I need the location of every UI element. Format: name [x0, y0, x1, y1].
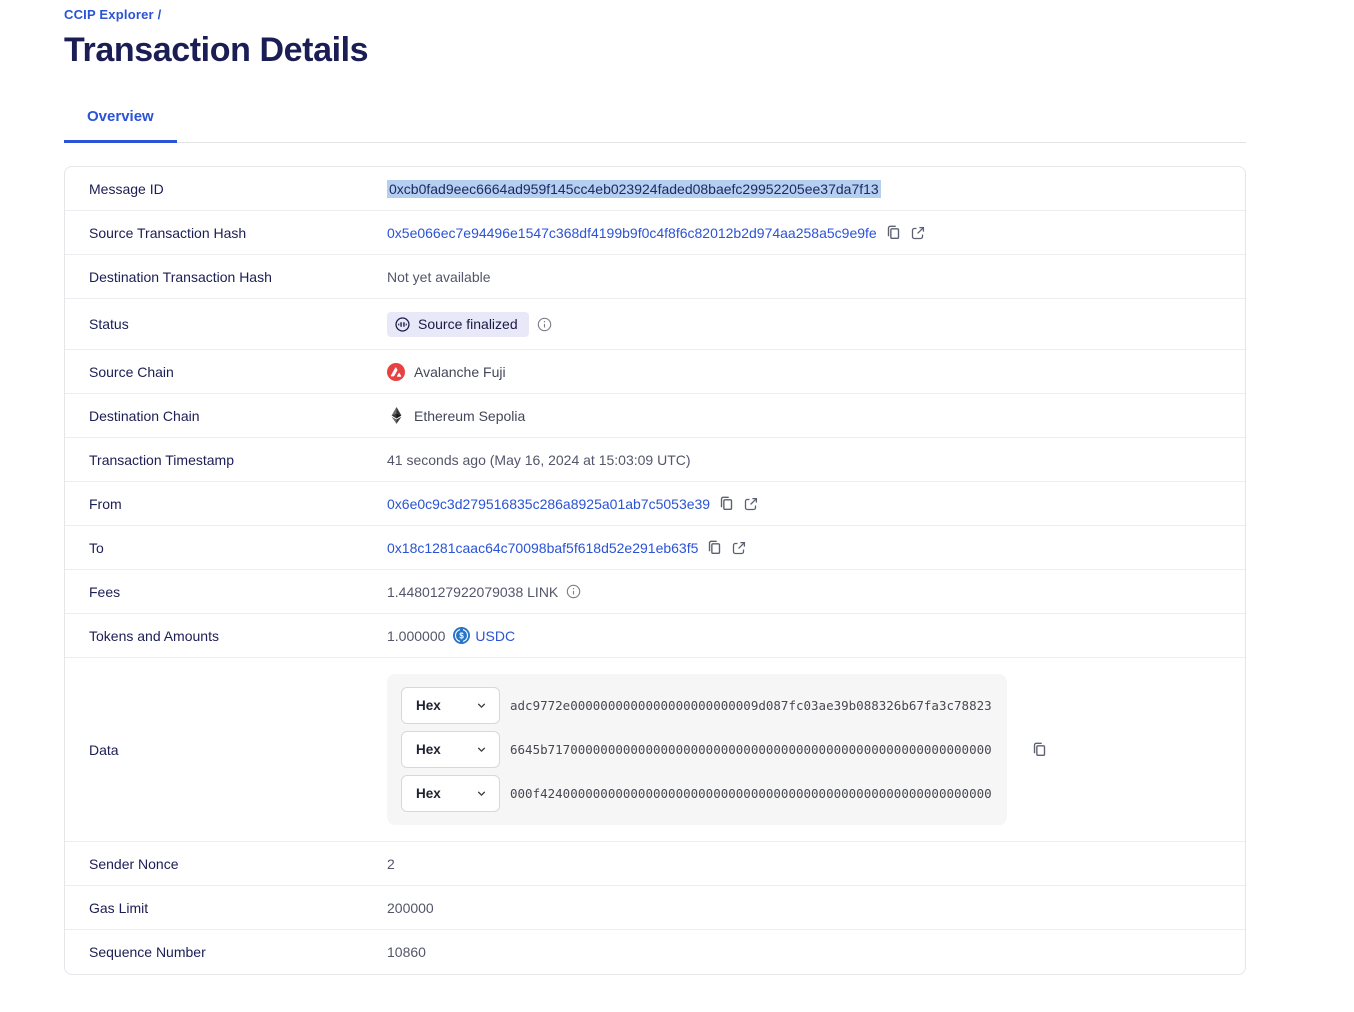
chevron-down-icon: [475, 787, 488, 800]
page-title: Transaction Details: [64, 31, 369, 69]
data-format-label: Hex: [416, 742, 441, 757]
chevron-down-icon: [475, 699, 488, 712]
info-icon[interactable]: [566, 584, 581, 599]
token-symbol: USDC: [475, 627, 516, 644]
svg-text:$: $: [460, 631, 465, 640]
row-label: Status: [89, 316, 129, 332]
data-hex-line: 000f424000000000000000000000000000000000…: [510, 786, 992, 801]
ethereum-sepolia-icon: [387, 407, 405, 424]
token-link-usdc[interactable]: $ USDC: [453, 627, 515, 644]
row-label: From: [89, 495, 122, 512]
row-label: Source Transaction Hash: [89, 224, 247, 241]
table-row-to: To 0x18c1281caac64c70098baf5f618d52e291e…: [65, 526, 1245, 570]
row-label: Fees: [89, 583, 121, 600]
table-row-source-chain: Source Chain Avalanche Fuji: [65, 350, 1245, 394]
usdc-token-icon: $: [453, 627, 471, 644]
token-amount: 1.000000: [387, 627, 446, 644]
transaction-details-page: CCIP Explorer / Transaction Details Over…: [64, 0, 1246, 975]
row-label: Destination Transaction Hash: [89, 268, 272, 285]
data-format-select[interactable]: Hex: [401, 687, 500, 724]
gas-limit-value: 200000: [387, 899, 434, 916]
source-chain-name: Avalanche Fuji: [414, 363, 506, 380]
table-row-timestamp: Transaction Timestamp 41 seconds ago (Ma…: [65, 438, 1245, 482]
message-id-value: 0xcb0fad9eec6664ad959f145cc4eb023924fade…: [387, 179, 881, 198]
sender-nonce-value: 2: [387, 855, 395, 872]
copy-icon[interactable]: [706, 539, 723, 556]
external-link-icon[interactable]: [743, 496, 759, 512]
data-line: Hex adc9772e0000000000000000000000009d08…: [401, 687, 993, 724]
fees-value: 1.4480127922079038 LINK: [387, 583, 559, 600]
row-label: Tokens and Amounts: [89, 627, 219, 644]
info-icon[interactable]: [537, 317, 552, 332]
table-row-fees: Fees 1.4480127922079038 LINK: [65, 570, 1245, 614]
status-badge: Source finalized: [387, 311, 529, 337]
status-badge-label: Source finalized: [418, 316, 518, 332]
table-row-dest-chain: Destination Chain Ethereum Sepolia: [65, 394, 1245, 438]
copy-icon[interactable]: [1031, 741, 1048, 758]
breadcrumb-separator: /: [157, 7, 162, 22]
table-row-message-id: Message ID 0xcb0fad9eec6664ad959f145cc4e…: [65, 167, 1245, 211]
row-label: Transaction Timestamp: [89, 451, 234, 468]
data-line: Hex 000f42400000000000000000000000000000…: [401, 775, 993, 812]
table-row-sequence-number: Sequence Number 10860: [65, 930, 1245, 974]
row-label: Message ID: [89, 180, 164, 197]
data-line: Hex 6645b7170000000000000000000000000000…: [401, 731, 993, 768]
table-row-sender-nonce: Sender Nonce 2: [65, 842, 1245, 886]
status-paused-circle-icon: [394, 316, 411, 333]
data-hex-line: adc9772e0000000000000000000000009d087fc0…: [510, 698, 992, 713]
copy-icon[interactable]: [718, 495, 735, 512]
row-label: To: [89, 539, 104, 556]
sequence-number-value: 10860: [387, 944, 426, 960]
row-label: Destination Chain: [89, 407, 200, 424]
data-format-select[interactable]: Hex: [401, 775, 500, 812]
transaction-details-table: Message ID 0xcb0fad9eec6664ad959f145cc4e…: [64, 166, 1246, 975]
external-link-icon[interactable]: [731, 540, 747, 556]
table-row-gas-limit: Gas Limit 200000: [65, 886, 1245, 930]
row-label: Sender Nonce: [89, 855, 179, 872]
breadcrumb: CCIP Explorer /: [64, 0, 1246, 22]
dest-tx-hash-value: Not yet available: [387, 268, 491, 285]
table-row-from: From 0x6e0c9c3d279516835c286a8925a01ab7c…: [65, 482, 1245, 526]
tab-bar: Overview: [64, 102, 1246, 143]
external-link-icon[interactable]: [910, 225, 926, 241]
table-row-tokens-amounts: Tokens and Amounts 1.000000 $ USDC: [65, 614, 1245, 658]
table-row-source-tx-hash: Source Transaction Hash 0x5e066ec7e94496…: [65, 211, 1245, 255]
table-row-dest-tx-hash: Destination Transaction Hash Not yet ava…: [65, 255, 1245, 299]
row-label: Source Chain: [89, 363, 174, 380]
data-format-select[interactable]: Hex: [401, 731, 500, 768]
data-format-label: Hex: [416, 786, 441, 801]
chevron-down-icon: [475, 743, 488, 756]
data-format-label: Hex: [416, 698, 441, 713]
breadcrumb-link-ccip-explorer[interactable]: CCIP Explorer: [64, 7, 154, 22]
avalanche-fuji-icon: [387, 362, 405, 381]
data-hex-line: 6645b71700000000000000000000000000000000…: [510, 742, 992, 757]
source-tx-hash-link[interactable]: 0x5e066ec7e94496e1547c368df4199b9f0c4f8f…: [387, 224, 877, 241]
data-hex-panel: Hex adc9772e0000000000000000000000009d08…: [387, 674, 1007, 825]
copy-icon[interactable]: [885, 224, 902, 241]
row-label: Gas Limit: [89, 899, 149, 916]
timestamp-value: 41 seconds ago (May 16, 2024 at 15:03:09…: [387, 451, 691, 468]
table-row-data: Data Hex adc9772e00000000000000000000000…: [65, 658, 1245, 842]
dest-chain-name: Ethereum Sepolia: [414, 407, 526, 424]
table-row-status: Status Source finalized: [65, 299, 1245, 350]
row-label: Sequence Number: [89, 944, 206, 960]
from-address-link[interactable]: 0x6e0c9c3d279516835c286a8925a01ab7c5053e…: [387, 495, 711, 512]
row-label: Data: [89, 741, 119, 758]
tab-overview[interactable]: Overview: [64, 102, 177, 143]
to-address-link[interactable]: 0x18c1281caac64c70098baf5f618d52e291eb63…: [387, 539, 699, 556]
